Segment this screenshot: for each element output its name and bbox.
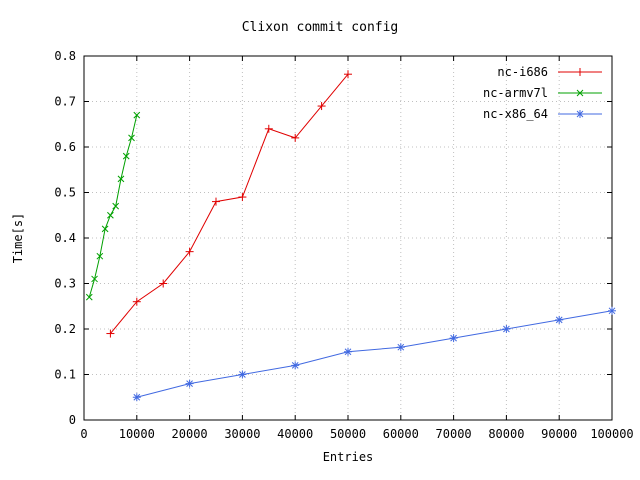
plus-marker-icon	[185, 247, 194, 256]
y-tick-label: 0.1	[54, 368, 76, 382]
plus-marker-icon	[344, 70, 352, 79]
plot-border	[83, 55, 613, 421]
asterisk-marker-icon	[185, 379, 194, 388]
cross-marker-icon	[128, 134, 135, 142]
plus-marker-icon	[238, 193, 247, 202]
y-tick-label: 0.2	[54, 322, 76, 336]
x-tick-label: 60000	[383, 427, 419, 441]
plus-marker-icon	[106, 329, 115, 338]
cross-marker-icon	[117, 175, 125, 183]
x-tick-label: 50000	[330, 427, 366, 441]
x-tick-label: 90000	[541, 427, 577, 441]
x-tick-label: 0	[80, 427, 87, 441]
asterisk-marker-icon	[238, 370, 247, 379]
y-tick-label: 0.7	[54, 95, 76, 109]
plus-marker-icon	[159, 279, 168, 288]
cross-marker-icon	[122, 152, 130, 160]
asterisk-marker-icon	[502, 325, 511, 333]
plus-marker-icon	[291, 133, 300, 142]
series-line-nc-x86_64	[136, 310, 613, 398]
series-line-nc-i686	[110, 73, 349, 334]
legend-label-nc-i686: nc-i686	[497, 65, 548, 79]
y-tick-label: 0.5	[54, 186, 76, 200]
plus-marker-icon	[576, 68, 584, 76]
y-tick-label: 0.4	[54, 231, 76, 245]
x-tick-label: 30000	[224, 427, 260, 441]
cross-marker-icon	[85, 293, 93, 301]
x-axis-label: Entries	[322, 450, 374, 464]
asterisk-marker-icon	[449, 334, 458, 343]
cross-marker-icon	[133, 111, 141, 119]
cross-marker-icon	[101, 225, 109, 233]
plus-marker-icon	[212, 197, 220, 206]
asterisk-marker-icon	[555, 315, 564, 324]
y-tick-label: 0.8	[54, 49, 76, 63]
plus-marker-icon	[264, 124, 273, 133]
cross-marker-icon	[96, 252, 104, 260]
cross-marker-icon	[112, 202, 120, 210]
series-line-nc-armv7l	[88, 115, 138, 298]
legend-label-nc-armv7l: nc-armv7l	[483, 86, 548, 100]
chart-title: Clixon commit config	[241, 20, 399, 35]
x-tick-label: 70000	[436, 427, 472, 441]
x-tick-label: 20000	[172, 427, 208, 441]
plus-marker-icon	[317, 102, 326, 111]
x-tick-label: 80000	[488, 427, 524, 441]
plus-marker-icon	[132, 297, 141, 306]
x-tick-label: 10000	[119, 427, 155, 441]
asterisk-marker-icon	[396, 343, 405, 352]
asterisk-marker-icon	[608, 306, 616, 315]
asterisk-marker-icon	[132, 393, 141, 402]
x-tick-label: 40000	[277, 427, 313, 441]
asterisk-marker-icon	[344, 347, 352, 356]
y-tick-label: 0.6	[54, 140, 76, 154]
cross-marker-icon	[91, 275, 98, 283]
y-tick-label: 0.3	[54, 277, 76, 291]
y-tick-label: 0	[69, 413, 76, 427]
legend-label-nc-x86_64: nc-x86_64	[483, 107, 548, 121]
asterisk-marker-icon	[576, 110, 584, 118]
cross-marker-icon	[107, 211, 114, 219]
asterisk-marker-icon	[291, 361, 300, 370]
cross-marker-icon	[576, 89, 584, 97]
x-tick-label: 100000	[590, 427, 633, 441]
